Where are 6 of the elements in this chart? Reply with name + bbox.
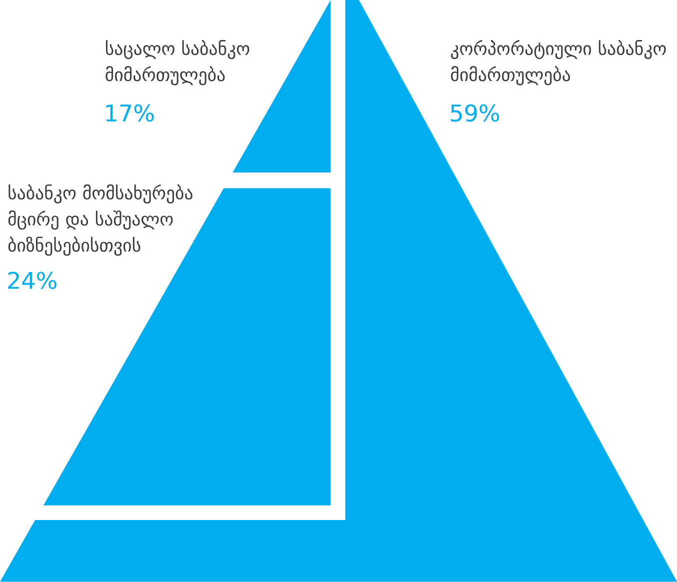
data-label: 59% [450, 104, 499, 122]
category-label: საცალო საბანკო მიმართულება [106, 40, 250, 86]
category-label: კორპორატიული საბანკო მიმართულება [450, 40, 666, 86]
data-label: 24% [8, 272, 56, 290]
category-label: საბანკო მომსახურება მცირე და საშუალო ბიზნესებისთვის [8, 184, 192, 256]
data-label: 17% [106, 104, 154, 122]
